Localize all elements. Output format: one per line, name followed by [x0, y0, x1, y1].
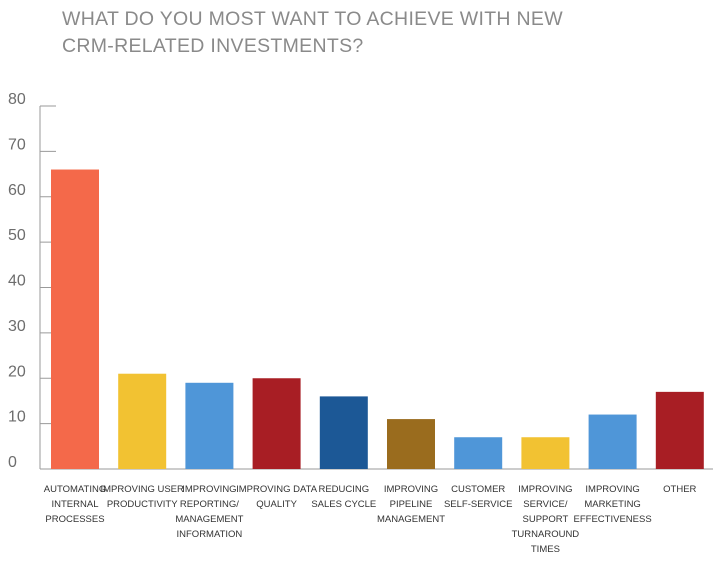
x-tick-label: IMPROVING PIPELINE MANAGEMENT [377, 484, 445, 525]
x-tick-label: REDUCING SALES CYCLE [311, 484, 376, 510]
y-tick-label: 60 [8, 182, 26, 199]
y-tick-label: 70 [8, 136, 26, 153]
y-tick-label: 40 [8, 273, 26, 290]
bar [51, 169, 99, 469]
x-tick-label: IMPROVING MARKETING EFFECTIVENESS [574, 484, 652, 525]
x-tick-label: IMPROVING REPORTING/MANAGEMENT INFORMATION [175, 484, 243, 540]
y-tick-label: 20 [8, 363, 26, 380]
x-tick-label: IMPROVING USER PRODUCTIVITY [100, 484, 184, 510]
bar [387, 419, 435, 469]
y-tick-label: 30 [8, 318, 26, 335]
bars [51, 169, 704, 469]
y-tick-label: 0 [8, 454, 17, 471]
bar [521, 437, 570, 469]
x-tick-label: IMPROVING SERVICE/SUPPORT TURNAROUND TIMES [512, 484, 580, 555]
bar [185, 382, 234, 469]
bar [319, 396, 368, 469]
y-axis: 0 10 20 30 40 50 60 70 80 [8, 91, 713, 471]
bar [588, 414, 637, 469]
x-tick-label: AUTOMATING INTERNAL PROCESSES [44, 484, 106, 525]
bar [252, 378, 301, 469]
y-tick-label: 10 [8, 409, 26, 426]
bar [118, 373, 167, 469]
x-tick-label: OTHER [663, 484, 696, 495]
x-tick-label: CUSTOMER SELF-SERVICE [444, 484, 512, 510]
x-tick-label: IMPROVING DATA QUALITY [236, 484, 318, 510]
chart-title: WHAT DO YOU MOST WANT TO ACHIEVE WITH NE… [62, 8, 563, 57]
bar [454, 437, 503, 469]
y-tick-label: 50 [8, 227, 26, 244]
bar [655, 391, 704, 469]
y-tick-label: 80 [8, 91, 26, 108]
